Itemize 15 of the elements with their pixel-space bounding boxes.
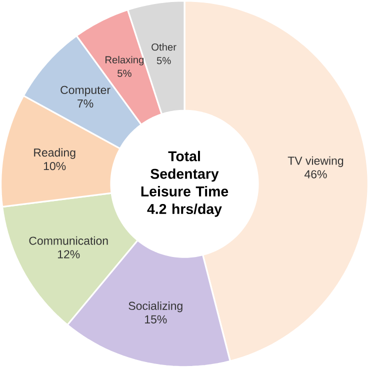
data-label: 46% (304, 170, 327, 178)
data-label: 10% (44, 162, 66, 170)
slice-label: Relaxing (106, 56, 144, 66)
data-label: 5% (118, 70, 132, 78)
text: Total Sedentary Leisure Time 4.2 hrs/day (141, 150, 228, 217)
slice-label: Socializing (128, 302, 182, 312)
data-label: 12% (58, 250, 80, 258)
slice-label: Computer (60, 86, 110, 96)
slice-label: Other (152, 43, 176, 51)
data-label: 15% (145, 316, 167, 324)
slice-label: Communication (29, 236, 108, 245)
data-label: 7% (78, 100, 94, 108)
data-label: 5% (156, 57, 171, 64)
slice-label: TV viewing (288, 156, 344, 168)
slice-label: Reading (34, 148, 76, 160)
